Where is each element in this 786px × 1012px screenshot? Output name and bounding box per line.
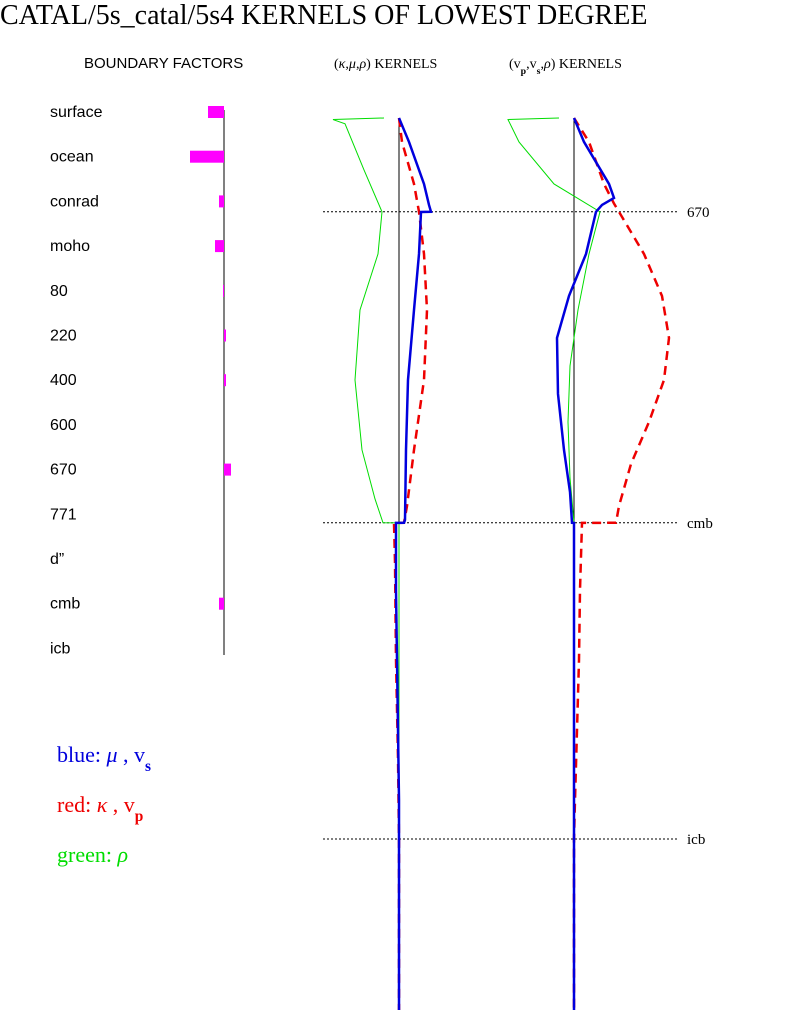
- kernel-curve: [572, 117, 671, 1010]
- legend-entry: green: ρ: [57, 842, 128, 867]
- boundary-line-label: icb: [687, 832, 705, 848]
- text-part: ρ: [358, 57, 366, 72]
- boundary-label: 80: [50, 283, 68, 300]
- kernel-curve: [394, 117, 433, 1010]
- text-part: p: [521, 66, 527, 77]
- text-part: ρ: [543, 57, 551, 72]
- boundary-label: 400: [50, 372, 77, 389]
- text-part: μ: [106, 742, 118, 767]
- text-part: μ: [348, 57, 356, 72]
- text-part: (: [334, 57, 339, 72]
- boundary-label: conrad: [50, 193, 99, 210]
- boundary-bar: [208, 106, 224, 118]
- text-part: ,: [345, 57, 349, 72]
- boundary-bar: [223, 284, 224, 297]
- boundary-title: BOUNDARY FACTORS: [84, 55, 243, 72]
- boundary-bar: [219, 195, 224, 208]
- boundary-line-label: cmb: [687, 516, 713, 532]
- boundary-label: surface: [50, 104, 103, 121]
- boundary-label: 771: [50, 506, 77, 523]
- boundary-bar: [224, 463, 231, 476]
- text-part: κ: [97, 792, 108, 817]
- text-part: , v: [118, 742, 146, 767]
- text-part: (v: [509, 57, 521, 72]
- text-part: κ: [339, 57, 346, 72]
- boundary-bar: [190, 150, 224, 163]
- boundary-label: icb: [50, 640, 71, 657]
- text-part: p: [135, 808, 144, 825]
- legend-entry: blue: μ , vs: [57, 742, 151, 775]
- boundary-label: d”: [50, 551, 64, 568]
- boundary-label: cmb: [50, 596, 80, 613]
- text-part: blue:: [57, 742, 107, 767]
- boundary-label: 670: [50, 462, 77, 479]
- text-part: s: [537, 66, 541, 77]
- kernel-curve: [555, 117, 616, 1010]
- boundary-line-label: 670: [687, 205, 710, 221]
- kernel-curve: [507, 117, 601, 1010]
- text-part: s: [145, 758, 151, 775]
- boundary-bar: [219, 597, 224, 610]
- title: CATAL/5s_catal/5s4 KERNELS OF LOWEST DEG…: [0, 0, 647, 31]
- panel-title: (vp,vs,ρ) KERNELS: [509, 57, 622, 77]
- text-part: ) KERNELS: [366, 57, 437, 72]
- text-part: ,v: [526, 57, 537, 72]
- boundary-bar: [224, 374, 226, 387]
- text-part: , v: [107, 792, 135, 817]
- text-part: ,: [540, 57, 544, 72]
- boundary-label: moho: [50, 238, 90, 255]
- text-part: ρ: [116, 842, 128, 867]
- text-part: ,: [356, 57, 360, 72]
- boundary-bar: [224, 329, 226, 342]
- panel-title: (κ,μ,ρ) KERNELS: [334, 57, 437, 72]
- legend-entry: red: κ , vp: [57, 792, 143, 825]
- boundary-label: 220: [50, 328, 77, 345]
- boundary-bar: [215, 240, 224, 253]
- boundary-label: ocean: [50, 149, 94, 166]
- boundary-label: 600: [50, 417, 77, 434]
- text-part: green:: [57, 842, 117, 867]
- text-part: red:: [57, 792, 97, 817]
- kernel-curve: [332, 117, 400, 1010]
- text-part: ) KERNELS: [551, 57, 622, 72]
